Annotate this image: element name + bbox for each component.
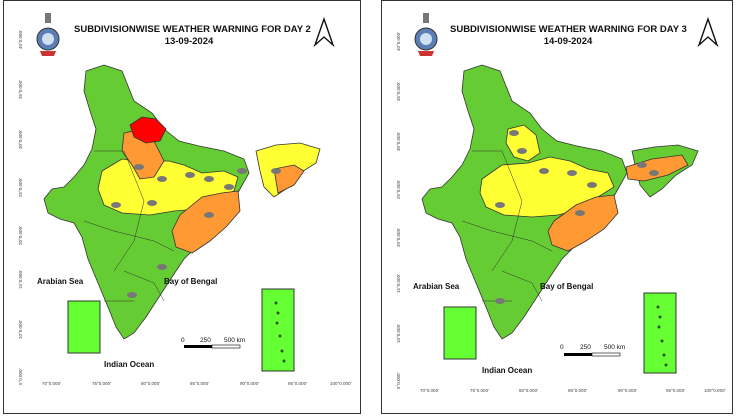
scale-label-zero: 0: [560, 344, 564, 351]
y-tick-label: 35°0.000': [18, 80, 23, 99]
x-tick-label: 85°0.000': [568, 388, 587, 393]
x-tick-label: 75°0.000': [92, 381, 111, 386]
emblem-icon: [36, 13, 60, 56]
map-panel-day-2: SUBDIVISIONWISE WEATHER WARNING FOR DAY …: [3, 0, 361, 414]
lakshadweep-inset: [443, 306, 477, 360]
andaman-islands: [274, 301, 286, 363]
x-tick-label: 70°0.000': [42, 381, 61, 386]
region-north-hills-warning: [129, 116, 167, 144]
region-northeast-alert: [273, 164, 305, 194]
map-title: SUBDIVISIONWISE WEATHER WARNING FOR DAY …: [450, 24, 687, 47]
x-tick-label: 80°0.000': [519, 388, 538, 393]
y-tick-label: 25°0.000': [18, 178, 23, 197]
x-tick-label: 85°0.000': [190, 381, 209, 386]
y-tick-label: 30°0.000': [18, 130, 23, 149]
scale-label-end: 500 km: [604, 344, 626, 351]
andaman-inset: [261, 288, 295, 372]
x-tick-label: 80°0.000': [141, 381, 160, 386]
x-tick-label: 70°0.000': [420, 388, 439, 393]
label-arabian-sea: Arabian Sea: [37, 277, 84, 286]
x-tick-label: 90°0.000': [618, 388, 637, 393]
region-east-alert: [171, 190, 241, 254]
andaman-islands: [656, 305, 668, 367]
x-tick-label: 100°0.000': [330, 381, 352, 386]
label-arabian-sea: Arabian Sea: [413, 282, 460, 291]
y-tick-label: 5°0.000': [396, 372, 401, 389]
map-date: 14-09-2024: [543, 36, 593, 47]
subdivision-borders: [83, 150, 175, 302]
label-indian-ocean: Indian Ocean: [104, 360, 155, 369]
thunderstorm-icon: [111, 164, 281, 298]
y-tick-label: 40°0.000': [18, 30, 23, 49]
y-tick-label: 20°0.000': [396, 228, 401, 247]
subdivision-borders: [461, 150, 553, 302]
andaman-inset: [643, 292, 677, 374]
north-arrow-icon: [697, 16, 719, 48]
x-tick-label: 75°0.000': [470, 388, 489, 393]
thunderstorm-icon: [495, 130, 659, 304]
region-east-alert: [547, 194, 619, 252]
scale-label-zero: 0: [181, 337, 185, 344]
y-tick-label: 25°0.000': [396, 180, 401, 199]
label-indian-ocean: Indian Ocean: [482, 366, 533, 375]
x-tick-label: 95°0.000': [288, 381, 307, 386]
label-bay-of-bengal: Bay of Bengal: [164, 277, 218, 286]
y-tick-label: 40°0.000': [396, 32, 401, 51]
scale-label-mid: 250: [580, 344, 591, 351]
region-central-watch: [479, 156, 615, 218]
x-tick-label: 100°0.000': [704, 388, 726, 393]
y-tick-label: 30°0.000': [396, 132, 401, 151]
scale-bar: [184, 344, 241, 349]
lakshadweep-inset: [67, 300, 101, 354]
scale-label-mid: 250: [200, 337, 211, 344]
y-tick-label: 20°0.000': [18, 226, 23, 245]
emblem-icon: [414, 13, 438, 56]
x-tick-label: 90°0.000': [240, 381, 259, 386]
y-tick-label: 15°0.000': [396, 274, 401, 293]
map-panel-day-3: SUBDIVISIONWISE WEATHER WARNING FOR DAY …: [381, 0, 733, 414]
y-tick-label: 15°0.000': [18, 270, 23, 289]
map-date: 13-09-2024: [164, 36, 214, 47]
x-tick-label: 95°0.000': [666, 388, 685, 393]
y-tick-label: 5°0.000': [18, 368, 23, 385]
map-title: SUBDIVISIONWISE WEATHER WARNING FOR DAY …: [74, 24, 311, 47]
india-map-day-3: [414, 13, 719, 374]
india-map-day-2: [36, 13, 335, 372]
north-arrow-icon: [313, 16, 335, 48]
y-tick-label: 10°0.000': [396, 324, 401, 343]
scale-bar: [564, 352, 621, 357]
label-bay-of-bengal: Bay of Bengal: [540, 282, 594, 291]
y-tick-label: 35°0.000': [396, 82, 401, 101]
region-northeast-alert: [625, 154, 689, 182]
scale-label-end: 500 km: [224, 337, 246, 344]
y-tick-label: 10°0.000': [18, 320, 23, 339]
